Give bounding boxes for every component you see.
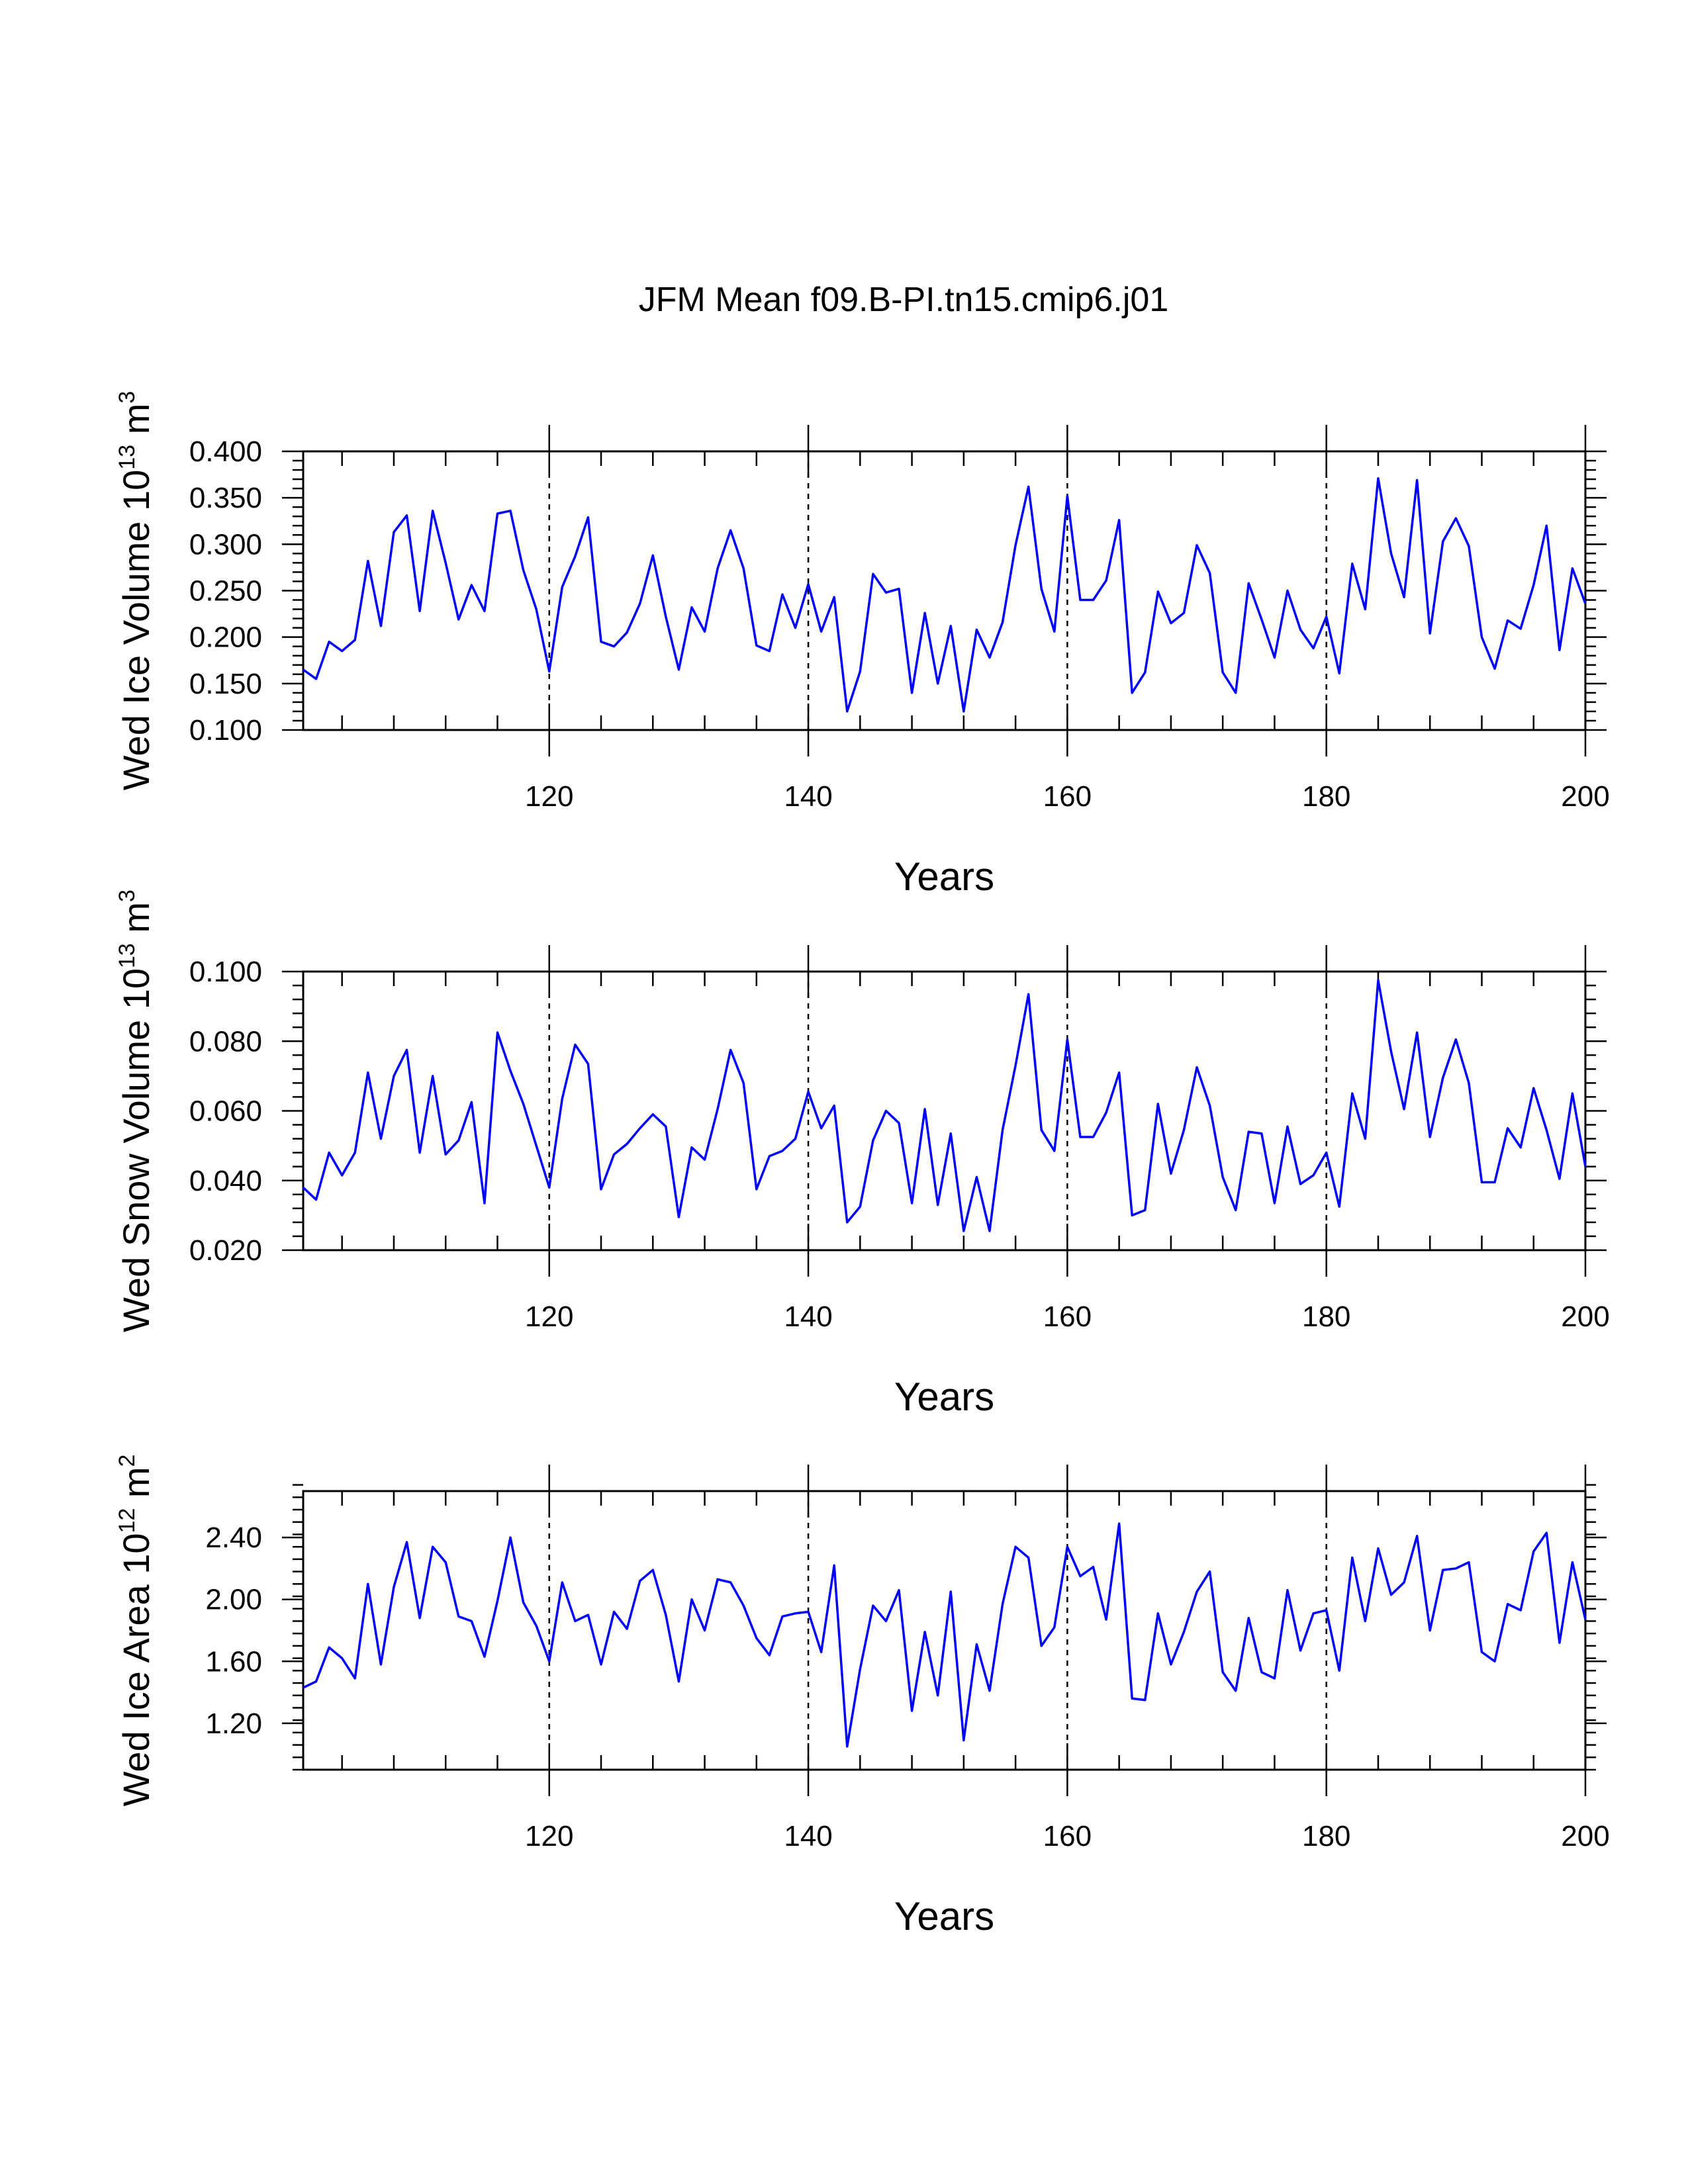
- y-axis-title-unit: m: [115, 902, 157, 943]
- y-tick-label: 0.100: [189, 956, 262, 988]
- y-tick-label: 0.250: [189, 575, 262, 608]
- x-axis-title: Years: [894, 1894, 994, 1938]
- x-tick-label: 140: [784, 780, 832, 813]
- y-tick-label: 0.300: [189, 528, 262, 561]
- y-tick-label: 0.080: [189, 1025, 262, 1058]
- y-tick-label: 0.150: [189, 668, 262, 700]
- x-tick-label: 200: [1561, 1820, 1609, 1852]
- y-tick-label: 0.350: [189, 482, 262, 514]
- y-axis-title-unit: m: [115, 1467, 157, 1508]
- y-axis-title-text: Wed Ice Area 10: [115, 1533, 157, 1806]
- x-tick-label: 160: [1043, 1300, 1092, 1333]
- x-axis-title: Years: [894, 1375, 994, 1419]
- y-tick-label: 0.020: [189, 1234, 262, 1267]
- panel-ice-area: 120 140 160 180 200 1.20 1.60 2.00 2.40 Years Wed …: [115, 1455, 1610, 1938]
- y-tick-label: 2.40: [205, 1522, 262, 1554]
- plot-frame: [302, 1490, 1587, 1771]
- y-axis-title-unit: m: [115, 404, 157, 445]
- y-tick-label: 2.00: [205, 1584, 262, 1616]
- y-axis-title-unit-exponent: 3: [115, 391, 140, 404]
- y-axis-title-unit-exponent: 3: [115, 889, 140, 902]
- y-axis-title-text: Wed Snow Volume 10: [115, 968, 157, 1332]
- y-tick-label: 0.400: [189, 435, 262, 468]
- y-tick-label: 0.200: [189, 621, 262, 654]
- y-axis-title: Wed Ice Volume 1013 m3: [115, 391, 157, 791]
- y-axis-title-unit-exponent: 2: [115, 1455, 140, 1467]
- x-tick-label: 180: [1302, 780, 1350, 813]
- x-tick-label: 200: [1561, 780, 1609, 813]
- series-line-ice-volume: [302, 477, 1587, 713]
- y-tick-label: 0.040: [189, 1165, 262, 1197]
- x-axis-title: Years: [894, 854, 994, 899]
- y-axis-title: Wed Snow Volume 1013 m3: [115, 889, 157, 1332]
- series-line-snow-volume: [302, 979, 1587, 1232]
- x-tick-label: 120: [525, 1300, 573, 1333]
- x-tick-label: 160: [1043, 780, 1092, 813]
- x-tick-label: 140: [784, 1300, 832, 1333]
- y-axis-title-exponent: 13: [115, 943, 140, 968]
- x-tick-label: 140: [784, 1820, 832, 1852]
- x-tick-label: 180: [1302, 1300, 1350, 1333]
- y-axis-title: Wed Ice Area 1012 m2: [115, 1455, 157, 1807]
- y-axis-title-exponent: 13: [115, 445, 140, 470]
- x-tick-label: 120: [525, 1820, 573, 1852]
- y-tick-label: 0.060: [189, 1095, 262, 1128]
- y-tick-label: 1.60: [205, 1645, 262, 1678]
- chart-panels: 120 140 160 180 200 0.100 0.150 0.200 0.250 0.300…: [115, 391, 1610, 1938]
- x-tick-label: 160: [1043, 1820, 1092, 1852]
- x-tick-label: 180: [1302, 1820, 1350, 1852]
- chart-title: JFM Mean f09.B-PI.tn15.cmip6.j01: [639, 281, 1169, 319]
- x-tick-label: 200: [1561, 1300, 1609, 1333]
- y-tick-label: 1.20: [205, 1707, 262, 1740]
- x-tick-label: 120: [525, 780, 573, 813]
- y-axis-title-text: Wed Ice Volume 10: [115, 470, 157, 791]
- y-axis-title-exponent: 12: [115, 1508, 140, 1533]
- panel-snow-volume: 120 140 160 180 200 0.020 0.040 0.060 0.080 0.100…: [115, 889, 1610, 1419]
- plot-frame: [302, 970, 1587, 1251]
- panel-ice-volume: 120 140 160 180 200 0.100 0.150 0.200 0.250 0.300…: [115, 391, 1610, 899]
- series-line-ice-area: [303, 1522, 1587, 1748]
- y-tick-label: 0.100: [189, 714, 262, 747]
- plot-frame: [302, 450, 1587, 731]
